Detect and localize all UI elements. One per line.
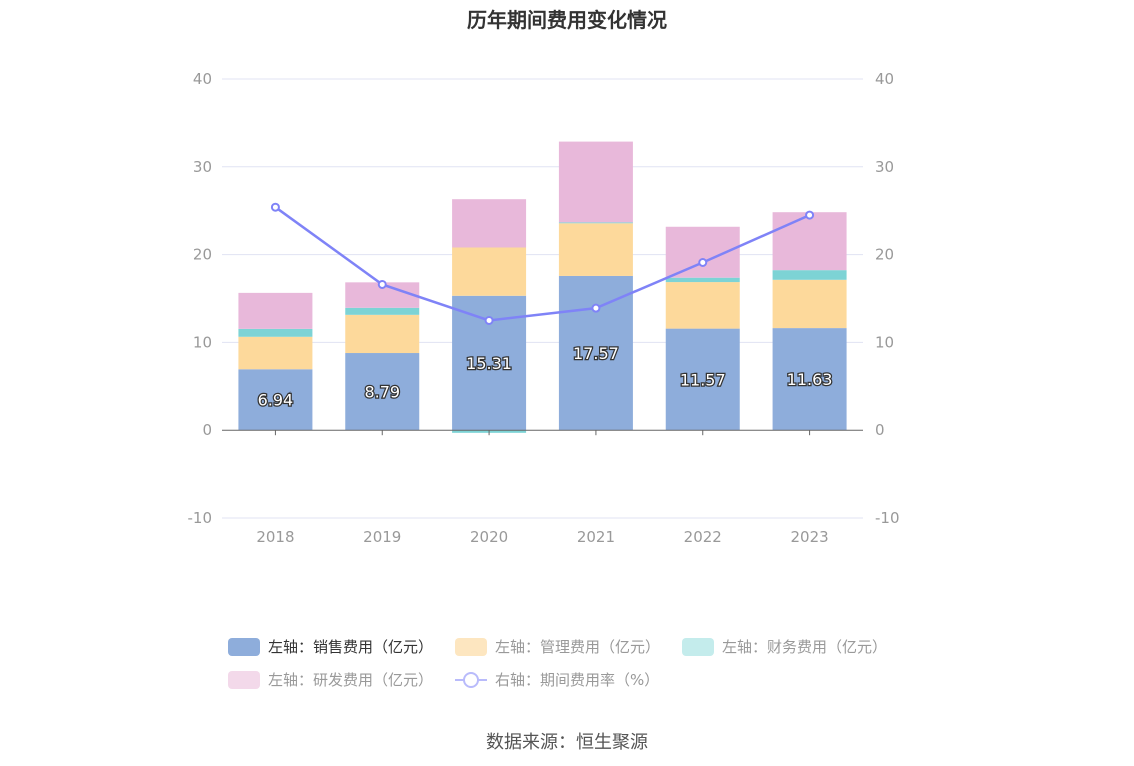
- x-axis-tick-label: 2019: [363, 528, 401, 546]
- bar-2-2021: [558, 222, 633, 224]
- legend-swatch-sales: [228, 637, 260, 656]
- legend-row-2: 左轴：研发费用（亿元） 右轴：期间费用率（%）: [228, 663, 928, 696]
- bar-3-2023: [772, 212, 847, 271]
- x-axis-tick-label: 2018: [256, 528, 294, 546]
- legend-item-admin[interactable]: 左轴：管理费用（亿元）: [455, 636, 660, 657]
- expense-ratio-point: [591, 303, 601, 313]
- expense-ratio-point: [698, 258, 708, 268]
- left-axis-tick-label: -10: [188, 509, 213, 527]
- bar-data-label: 11.57: [680, 370, 726, 389]
- left-axis-tick-label: 40: [193, 70, 212, 88]
- expense-ratio-point: [484, 315, 494, 325]
- data-source-note: 数据来源：恒生聚源: [486, 732, 648, 753]
- x-axis-tick-label: 2020: [470, 528, 508, 546]
- bar-2-2022: [665, 277, 740, 283]
- bar-3-2020: [452, 199, 527, 248]
- bar-1-2021: [558, 223, 633, 276]
- bar-0-2018: [238, 369, 313, 431]
- bar-data-label: 6.94: [258, 391, 294, 410]
- legend-label-admin: 左轴：管理费用（亿元）: [495, 638, 661, 656]
- legend-item-expense-ratio[interactable]: 右轴：期间费用率（%）: [455, 669, 659, 690]
- legend-label-finance: 左轴：财务费用（亿元）: [722, 638, 888, 656]
- chart-title: 历年期间费用变化情况: [467, 8, 667, 32]
- legend-label-rnd: 左轴：研发费用（亿元）: [268, 671, 434, 689]
- bar-2-2019: [345, 307, 420, 315]
- legend-swatch-admin: [455, 637, 488, 656]
- bar-0-2019: [345, 353, 420, 431]
- bar-data-label: 17.57: [573, 344, 619, 363]
- right-axis-tick-label: 0: [875, 421, 885, 439]
- left-axis-tick-label: 0: [202, 421, 212, 439]
- bar-2-2018: [238, 328, 313, 337]
- legend-swatch-rnd: [228, 670, 260, 689]
- right-axis-tick-label: 30: [875, 158, 894, 176]
- x-axis-tick-label: 2023: [790, 528, 828, 546]
- expense-ratio-point: [270, 202, 280, 212]
- bar-2-2023: [772, 270, 847, 280]
- bar-3-2021: [558, 141, 633, 223]
- legend-item-sales[interactable]: 左轴：销售费用（亿元）: [228, 636, 433, 657]
- left-axis-tick-label: 20: [193, 246, 212, 264]
- legend-label-expense-ratio: 右轴：期间费用率（%）: [495, 671, 660, 689]
- expense-ratio-line: [274, 206, 811, 322]
- bar-data-label: 11.63: [787, 370, 833, 389]
- legend-swatch-expense-ratio: [455, 671, 488, 689]
- right-axis-tick-label: 40: [875, 70, 894, 88]
- legend-row-1: 左轴：销售费用（亿元） 左轴：管理费用（亿元） 左轴：财务费用（亿元）: [228, 630, 928, 663]
- bar-1-2022: [665, 282, 740, 329]
- bar-1-2020: [452, 247, 527, 296]
- bar-0-2022: [665, 328, 740, 431]
- legend-swatch-finance: [682, 637, 715, 656]
- bar-data-label: 8.79: [364, 383, 400, 402]
- legend-item-finance[interactable]: 左轴：财务费用（亿元）: [682, 636, 887, 657]
- chart-legend: 左轴：销售费用（亿元） 左轴：管理费用（亿元） 左轴：财务费用（亿元） 左轴：研…: [228, 630, 928, 696]
- left-axis-tick-label: 30: [193, 158, 212, 176]
- right-axis-tick-label: -10: [875, 509, 900, 527]
- legend-label-sales: 左轴：销售费用（亿元）: [268, 638, 434, 656]
- bar-0-2021: [558, 275, 633, 431]
- left-axis-tick-label: 10: [193, 333, 212, 351]
- bar-3-2018: [238, 292, 313, 329]
- x-axis-tick-label: 2022: [684, 528, 722, 546]
- bar-1-2019: [345, 314, 420, 354]
- bar-1-2018: [238, 336, 313, 370]
- bar-1-2023: [772, 279, 847, 329]
- bar-data-label: 15.31: [466, 354, 512, 373]
- legend-item-rnd[interactable]: 左轴：研发费用（亿元）: [228, 669, 433, 690]
- right-axis-tick-label: 10: [875, 333, 894, 351]
- expense-ratio-point: [805, 210, 815, 220]
- x-axis-tick-label: 2021: [577, 528, 615, 546]
- right-axis-tick-label: 20: [875, 246, 894, 264]
- bar-0-2023: [772, 328, 847, 431]
- expense-ratio-point: [377, 279, 387, 289]
